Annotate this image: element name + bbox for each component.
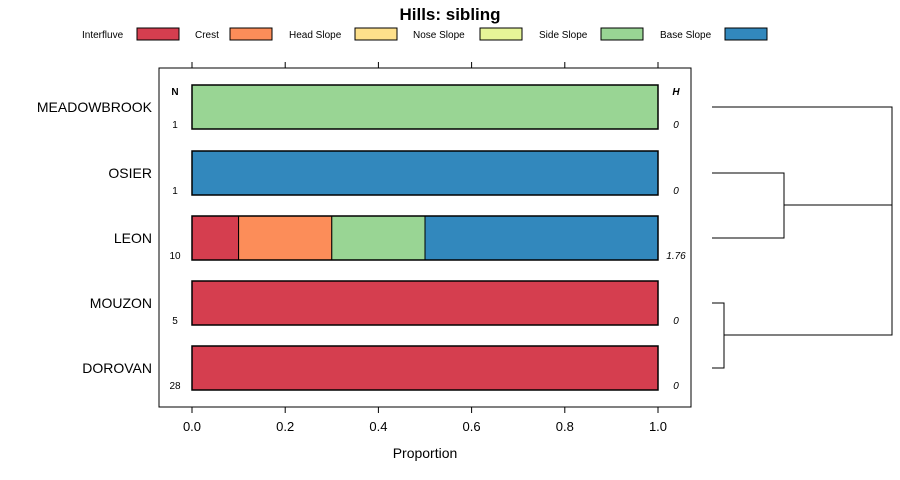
chart-title: Hills: sibling — [399, 5, 500, 24]
bar-segment-interfluve — [191, 280, 659, 326]
bar-segment-base-slope — [191, 150, 659, 196]
legend-label: Crest — [195, 30, 219, 41]
n-value: 5 — [172, 316, 178, 327]
legend-swatch — [724, 27, 768, 41]
row-label: OSIER — [108, 165, 152, 181]
x-tick-label: 1.0 — [649, 419, 667, 434]
n-value: 10 — [169, 251, 181, 262]
row-label: DOROVAN — [82, 360, 152, 376]
row-label: MEADOWBROOK — [37, 99, 153, 115]
row-label: LEON — [114, 230, 152, 246]
h-column-header: H — [672, 87, 680, 98]
legend-swatch — [229, 27, 273, 41]
n-value: 1 — [172, 186, 178, 197]
bar-segment-interfluve — [191, 215, 240, 261]
dendrogram-branch — [724, 205, 893, 336]
bar-outline — [191, 150, 659, 196]
bar-outline — [191, 280, 659, 326]
legend-swatch — [600, 27, 644, 41]
bar-row: LEON 10 1.76 — [114, 215, 686, 262]
x-tick-label: 0.2 — [276, 419, 294, 434]
legend-swatch — [479, 27, 523, 41]
h-value: 0 — [673, 186, 679, 197]
row-label: MOUZON — [90, 295, 152, 311]
plot-frame — [158, 67, 692, 408]
bar-outline — [191, 84, 659, 130]
top-axis-ticks — [191, 62, 659, 68]
legend: Interfluve Crest Head Slope Nose Slope Side … — [82, 27, 768, 41]
bar-segment-side-slope — [191, 84, 659, 130]
dendrogram — [712, 106, 893, 369]
x-tick-label: 0.8 — [556, 419, 574, 434]
x-tick-label: 0.0 — [183, 419, 201, 434]
n-value: 1 — [172, 120, 178, 131]
bar-row: MEADOWBROOK 1 0 — [37, 84, 679, 131]
dendrogram-branch — [712, 172, 785, 239]
bar-segment-side-slope — [331, 215, 426, 261]
bar-segment-base-slope — [424, 215, 659, 261]
x-tick-label: 0.6 — [463, 419, 481, 434]
bar-row: MOUZON 5 0 — [90, 280, 679, 327]
x-axis: 0.0 0.2 0.4 0.6 0.8 1.0 — [183, 407, 667, 434]
bar-row: OSIER 1 0 — [108, 150, 679, 197]
bar-segment-interfluve — [191, 345, 659, 391]
bar-segment-crest — [238, 215, 333, 261]
legend-label: Side Slope — [539, 30, 588, 41]
bar-outline — [191, 345, 659, 391]
legend-label: Nose Slope — [413, 30, 465, 41]
n-value: 28 — [169, 381, 181, 392]
legend-swatch — [136, 27, 180, 41]
dendrogram-branch — [712, 106, 893, 206]
n-column-header: N — [171, 87, 178, 98]
x-axis-label: Proportion — [393, 445, 458, 461]
x-tick-label: 0.4 — [369, 419, 387, 434]
dendrogram-branch — [712, 302, 725, 369]
h-value: 1.76 — [666, 251, 686, 262]
legend-label: Interfluve — [82, 30, 124, 41]
bar-row: DOROVAN 28 0 — [82, 345, 679, 392]
bar-outline — [191, 215, 659, 261]
h-value: 0 — [673, 316, 679, 327]
h-value: 0 — [673, 120, 679, 131]
legend-label: Head Slope — [289, 30, 342, 41]
h-value: 0 — [673, 381, 679, 392]
legend-swatch — [354, 27, 398, 41]
legend-label: Base Slope — [660, 30, 712, 41]
